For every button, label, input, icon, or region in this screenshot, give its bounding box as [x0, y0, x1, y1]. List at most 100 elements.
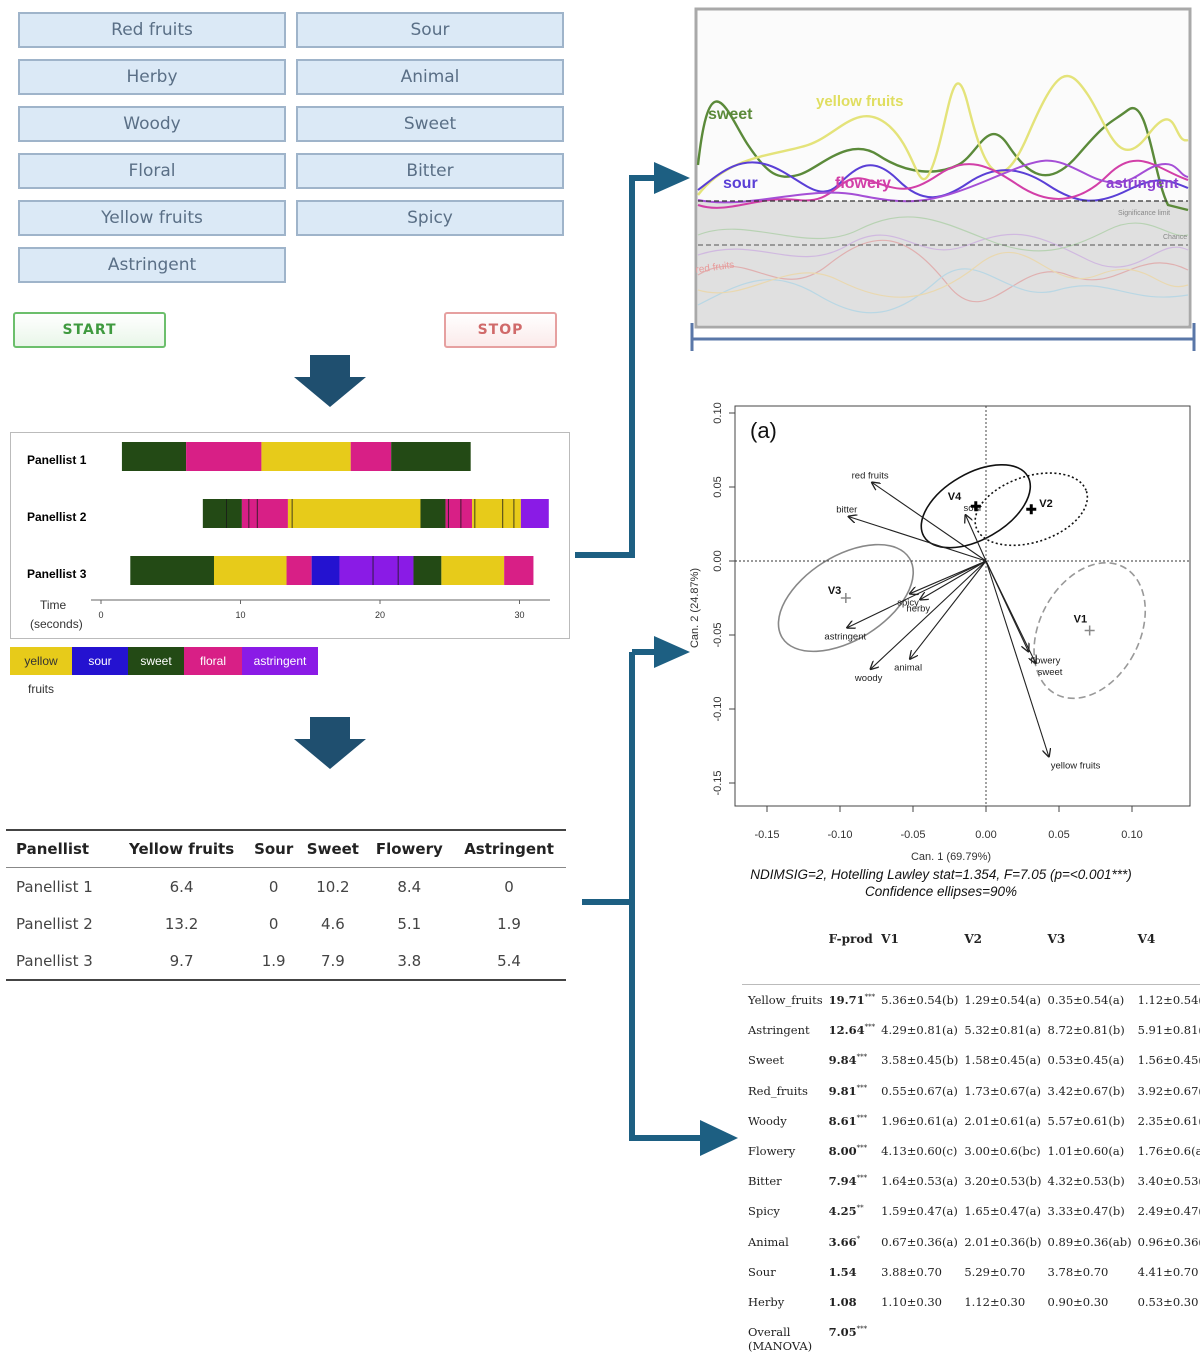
attribute-button-astringent[interactable]: Astringent — [18, 247, 286, 283]
timeline-segment-sweet — [130, 556, 214, 585]
vector-label: woody — [854, 673, 883, 684]
loading-vector-yellow-fruits — [985, 560, 1049, 756]
panellist-label: Panellist 1 — [27, 453, 87, 467]
loading-vector-red-fruits — [872, 483, 987, 562]
product-point-v1: V1 — [1074, 614, 1095, 636]
curve-label-astringent: astringent — [1106, 175, 1179, 192]
time-axis-unit: (seconds) — [30, 617, 83, 631]
stop-button[interactable]: STOP — [444, 312, 557, 348]
product-label: V2 — [1039, 498, 1052, 510]
curve-label-sweet: sweet — [708, 106, 753, 123]
table-header: Panellist — [6, 829, 116, 868]
chance-label: Chance — [1163, 234, 1187, 241]
table-row: Woody 8.61*** 1.96±0.61(a) 2.01±0.61(a) 5.57… — [748, 1113, 1200, 1128]
vector-label: herby — [906, 603, 930, 614]
table-row: Astringent 12.64*** 4.29±0.81(a) 5.32±0.81(… — [748, 1023, 1200, 1038]
timeline-legend: yellow fruits sour sweet floral astringent — [10, 647, 318, 696]
vector-label: spicy — [897, 598, 919, 609]
loading-vector-woody — [871, 560, 987, 669]
timeline-segment-sweet — [202, 499, 242, 528]
vector-label: animal — [894, 663, 922, 674]
attribute-button-animal[interactable]: Animal — [296, 59, 564, 95]
vector-label: astringent — [824, 632, 866, 643]
loading-vector-herby — [920, 560, 987, 599]
timeline-segment-astringent — [520, 499, 549, 528]
time-axis-label: Time — [40, 598, 67, 612]
significance-limit-label: Significance limit — [1118, 210, 1170, 217]
x-axis-label: Can. 1 (69.79%) — [911, 851, 991, 863]
table-header: Sweet — [299, 829, 367, 868]
table-row: Herby 1.08 1.10±0.30 1.12±0.30 0.90±0.30 0.53… — [748, 1294, 1199, 1309]
attribute-button-spicy[interactable]: Spicy — [296, 200, 564, 236]
product-label: V3 — [828, 585, 841, 597]
legend-sour: sour — [72, 647, 128, 675]
cva-caption-line2: Confidence ellipses=90% — [865, 884, 1017, 899]
y-axis-label: Can. 2 (24.87%) — [689, 568, 701, 648]
loading-vector-animal — [910, 560, 987, 659]
y-tick-label: -0.05 — [712, 622, 724, 647]
x-tick-label: -0.15 — [754, 829, 779, 841]
curve-label-red-fruits: red fruits — [695, 260, 735, 276]
attribute-button-woody[interactable]: Woody — [18, 106, 286, 142]
timeline-segment-yellow-fruits — [287, 499, 421, 528]
confidence-ellipse-v3 — [777, 543, 915, 653]
table-row: Sweet 9.84*** 3.58±0.45(b) 1.58±0.45(a) 0.53… — [748, 1053, 1200, 1068]
timeline-segment-yellow-fruits — [261, 442, 351, 471]
product-point-v3: V3 — [828, 585, 851, 603]
time-tick-label: 0 — [98, 610, 103, 620]
table-row: Flowery 8.00*** 4.13±0.60(c) 3.00±0.6(bc) 1.… — [748, 1144, 1200, 1159]
table-header: Astringent — [452, 829, 566, 868]
x-tick-label: 0.05 — [1048, 829, 1069, 841]
attribute-button-red-fruits[interactable]: Red fruits — [18, 12, 286, 48]
vector-label: bitter — [836, 505, 857, 516]
x-tick-label: -0.05 — [900, 829, 925, 841]
legend-floral: floral — [184, 647, 242, 675]
table-header: Sour — [248, 829, 300, 868]
panellist-label: Panellist 3 — [27, 567, 87, 581]
attribute-button-bitter[interactable]: Bitter — [296, 153, 564, 189]
attribute-button-sweet[interactable]: Sweet — [296, 106, 564, 142]
time-tick-label: 20 — [375, 610, 385, 620]
attribute-button-sour[interactable]: Sour — [296, 12, 564, 48]
timeline-segment-floral — [186, 442, 262, 471]
loading-vector-sweet — [985, 560, 1036, 663]
confidence-ellipse-v4 — [920, 464, 1032, 549]
table-row: Overall (MANOVA) 7.05*** — [748, 1325, 868, 1354]
attribute-button-yellow-fruits[interactable]: Yellow fruits — [18, 200, 286, 236]
down-arrow-icon — [294, 717, 366, 769]
timeline-segment-floral — [286, 556, 312, 585]
confidence-ellipse-v1 — [1033, 561, 1147, 700]
table-header: Yellow fruits — [115, 829, 249, 868]
x-tick-label: 0.10 — [1121, 829, 1142, 841]
anova-stats-table: F-prod V1 V2 V3 V4 Yellow_fruits 19.71*** 5.36±… — [742, 922, 1200, 1355]
curve-label-yellow-fruits: yellow fruits — [816, 93, 904, 110]
tds-curves-chart: sweet yellow fruits sour flowery astring… — [690, 7, 1196, 351]
vector-label: flowery — [1030, 655, 1060, 666]
time-tick-label: 30 — [514, 610, 524, 620]
right-arrow-icon — [700, 1120, 738, 1156]
cva-caption-line1: NDIMSIG=2, Hotelling Lawley stat=1.354, … — [750, 867, 1132, 882]
timeline-segment-floral — [350, 442, 392, 471]
timeline-segment-sweet — [391, 442, 471, 471]
table-row: Animal 3.66* 0.67±0.36(a) 2.01±0.36(b) 0.89±… — [748, 1234, 1200, 1249]
table-row: Red_fruits 9.81*** 0.55±0.67(a) 1.73±0.67(a… — [748, 1083, 1200, 1098]
product-label: V4 — [948, 491, 962, 503]
vector-label: yellow fruits — [1051, 760, 1101, 771]
tds-timeline-chart: Panellist 1 Panellist 2 Panellist 3 Time… — [10, 432, 570, 639]
right-arrow-icon — [654, 162, 690, 194]
legend-astringent: astringent — [242, 647, 318, 675]
table-row: Panellist 1 6.4 0 10.2 8.4 0 — [16, 877, 514, 896]
time-tick-label: 10 — [235, 610, 245, 620]
down-arrow-icon — [294, 355, 366, 407]
panellist-label: Panellist 2 — [27, 510, 87, 524]
product-label: V1 — [1074, 614, 1087, 626]
attribute-button-floral[interactable]: Floral — [18, 153, 286, 189]
attribute-button-herby[interactable]: Herby — [18, 59, 286, 95]
timeline-segment-yellow-fruits — [472, 499, 521, 528]
product-point-v2: V2 — [1026, 498, 1053, 515]
loading-vector-spicy — [910, 560, 987, 594]
timeline-segment-floral — [241, 499, 288, 528]
vector-label: sweet — [1038, 667, 1063, 678]
start-button[interactable]: START — [13, 312, 166, 348]
